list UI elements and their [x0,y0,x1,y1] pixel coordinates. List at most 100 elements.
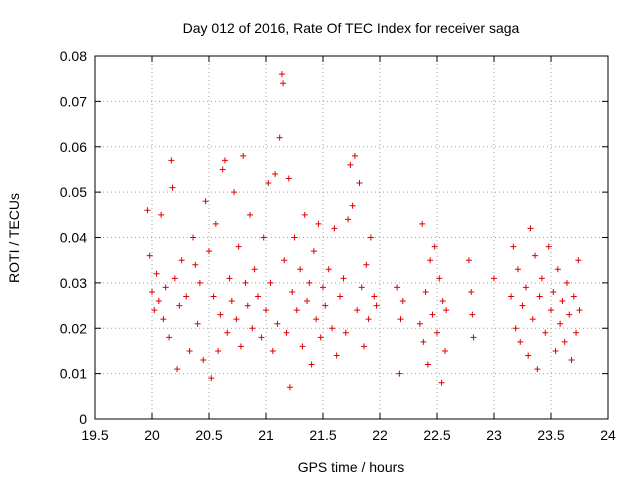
data-point [322,302,329,309]
data-point [468,288,475,295]
data-point [162,284,169,291]
data-point [215,347,222,354]
data-point [427,257,434,264]
data-point [576,307,583,314]
data-point [263,307,269,314]
data-point [237,343,244,350]
data-point [367,234,374,241]
data-point [297,266,304,273]
data-point [226,275,233,282]
data-point [538,275,545,282]
data-point [429,311,436,318]
data-point [566,311,573,318]
data-point [196,279,203,286]
data-point [397,316,404,323]
data-point [176,302,183,309]
data-point [168,157,175,164]
y-tick-label: 0.08 [60,48,87,64]
data-point [144,207,151,214]
data-point [443,307,450,314]
data-point [557,320,564,327]
data-point [525,352,532,359]
ticks-layer: 19.5 20 20.5 21 21.5 22 22.5 23 23.5 24 0 0.01 0.02 0… [60,48,616,443]
data-point [559,298,566,305]
data-point [206,248,212,255]
data-point [510,243,517,250]
data-point [394,284,401,291]
data-point [285,175,292,182]
data-point [434,329,440,336]
data-point [570,293,577,300]
data-point [517,338,524,345]
data-point [347,161,354,168]
data-point [349,202,356,209]
data-point [194,320,201,327]
data-point [190,234,197,241]
data-point [329,325,336,332]
data-point [169,184,176,191]
data-point [422,288,429,295]
data-point [160,316,167,323]
data-point [240,152,247,159]
x-tick-label: 22.5 [423,427,450,443]
data-point [233,316,240,323]
data-point [416,320,423,327]
data-point [280,80,287,87]
data-point [470,334,477,341]
data-point [200,357,207,364]
data-point [532,252,539,259]
data-point [208,375,215,382]
data-point [283,329,290,336]
data-point [212,220,219,227]
data-point [469,311,476,318]
data-point [325,266,332,273]
data-point [251,266,258,273]
data-point [508,293,515,300]
data-point [192,261,199,268]
x-tick-label: 23.5 [537,427,564,443]
data-point [255,293,262,300]
grid-layer [95,56,608,419]
data-point [202,198,209,205]
y-tick-label: 0.06 [60,139,87,155]
data-point [149,288,155,295]
data-point [265,180,272,187]
data-point [281,257,288,264]
data-point [358,284,365,291]
data-point [340,275,347,282]
data-point [514,266,521,273]
y-tick-label: 0 [79,411,87,427]
data-point [365,316,372,323]
data-point [320,284,326,291]
data-point [293,307,300,314]
data-point [373,302,380,309]
data-point [548,307,554,314]
data-point [244,302,251,309]
data-point [561,338,568,345]
data-point [249,325,256,332]
data-point [231,189,238,196]
data-point [396,370,403,377]
y-axis-label: ROTI / TECUs [6,193,22,283]
data-point [568,357,575,364]
data-point [527,225,534,232]
data-point [267,279,274,286]
data-point [424,361,431,368]
y-tick-label: 0.02 [60,320,87,336]
data-point [247,211,254,218]
data-point [465,257,472,264]
data-point [228,298,235,305]
data-point [545,243,552,250]
data-point [183,293,190,300]
data-point [158,211,165,218]
data-point [315,220,322,227]
data-point [399,298,406,305]
y-tick-label: 0.07 [60,93,87,109]
data-point [337,293,344,300]
data-point [210,293,217,300]
data-point [186,347,193,354]
data-point [342,329,349,336]
data-point [301,211,308,218]
data-point [291,234,298,241]
data-point [274,320,281,327]
